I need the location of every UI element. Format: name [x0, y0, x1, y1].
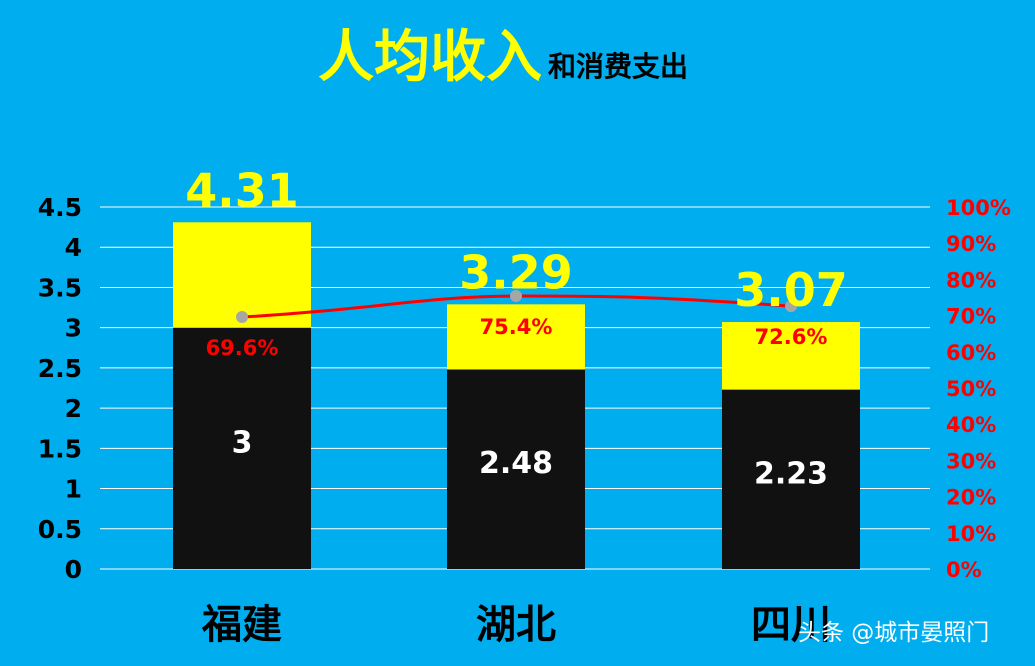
bar-consumption — [447, 369, 585, 569]
y-tick-label: 1 — [65, 475, 82, 504]
bar-income-extra — [447, 304, 585, 370]
bar-consumption — [173, 327, 311, 569]
income-total-label: 3.29 — [459, 245, 573, 299]
consumption-value-label: 3 — [232, 425, 253, 460]
y2-tick-label: 30% — [946, 449, 996, 473]
y-tick-label: 0 — [65, 555, 82, 584]
ratio-point — [236, 311, 248, 324]
y2-tick-label: 40% — [946, 413, 996, 437]
ratio-value-label: 75.4% — [480, 315, 553, 339]
y-tick-label: 3 — [65, 314, 82, 343]
y2-tick-label: 100% — [946, 196, 1011, 220]
data-labels: 3 4.31 2.48 3.29 2.23 3.07 69.6% 75.4% 72.6% — [185, 163, 848, 491]
y-axis-right: 0% 10% 20% 30% 40% 50% 60% 70% 80% 90% 100% — [946, 196, 1011, 582]
y2-tick-label: 90% — [946, 232, 996, 256]
y2-tick-label: 0% — [946, 558, 982, 582]
y-tick-label: 2.5 — [38, 354, 82, 383]
footer-watermark: 头条 @城市晏照门 — [798, 620, 989, 646]
bars — [173, 222, 860, 569]
bar-income-extra — [722, 322, 860, 390]
y2-tick-label: 60% — [946, 341, 996, 365]
ratio-value-label: 72.6% — [755, 325, 828, 349]
y2-tick-label: 10% — [946, 522, 996, 546]
y2-tick-label: 80% — [946, 268, 996, 292]
chart-subtitle: 和消费支出 — [548, 50, 688, 83]
ratio-point — [785, 300, 797, 313]
income-total-label: 4.31 — [185, 163, 299, 217]
y-tick-label: 4.5 — [38, 193, 82, 222]
ratio-point — [510, 290, 522, 303]
y2-tick-label: 70% — [946, 305, 996, 329]
y-tick-label: 4 — [65, 233, 82, 262]
chart-title: 人均收入 — [318, 25, 542, 90]
ratio-line-layer — [236, 290, 797, 324]
y2-tick-label: 50% — [946, 377, 996, 401]
bar-income-extra — [173, 222, 311, 328]
x-axis: 福建 湖北 四川 — [201, 602, 831, 648]
consumption-value-label: 2.23 — [754, 456, 828, 491]
y-tick-label: 3.5 — [38, 273, 82, 302]
consumption-value-label: 2.48 — [479, 446, 553, 481]
y-tick-label: 1.5 — [38, 434, 82, 463]
x-category-label: 四川 — [751, 602, 831, 648]
ratio-value-label: 69.6% — [206, 336, 279, 360]
y2-tick-label: 20% — [946, 486, 996, 510]
income-total-label: 3.07 — [734, 263, 848, 317]
y-tick-label: 2 — [65, 394, 82, 423]
y-axis-left: 0 0.5 1 1.5 2 2.5 3 3.5 4 4.5 — [38, 193, 82, 584]
y-tick-label: 0.5 — [38, 515, 82, 544]
x-category-label: 湖北 — [476, 602, 556, 648]
x-category-label: 福建 — [201, 602, 282, 648]
bar-consumption — [722, 389, 860, 569]
